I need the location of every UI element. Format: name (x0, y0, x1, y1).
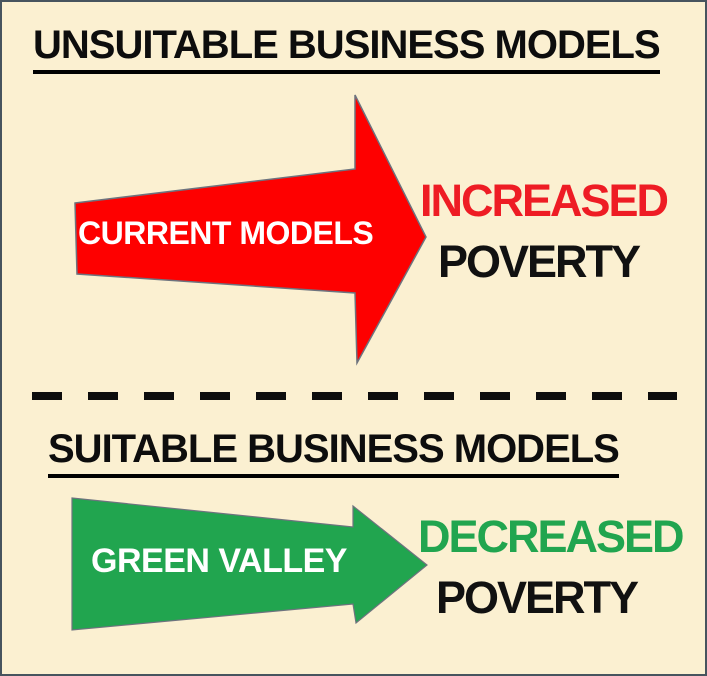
suitable-models-heading: SUITABLE BUSINESS MODELS (48, 426, 620, 478)
unsuitable-models-heading: UNSUITABLE BUSINESS MODELS (33, 22, 661, 74)
decreased-poverty-text: DECREASED POVERTY (418, 506, 685, 628)
poverty-label-bottom: POVERTY (436, 572, 639, 623)
poverty-label-top: POVERTY (438, 236, 641, 287)
decreased-label: DECREASED (418, 511, 685, 562)
increased-label: INCREASED (420, 175, 669, 226)
current-models-arrow-shape (74, 94, 427, 366)
green-valley-arrow-label: GREEN VALLEY (91, 542, 347, 580)
increased-poverty-text: INCREASED POVERTY (420, 170, 669, 292)
green-valley-arrow-shape (71, 497, 428, 631)
current-models-arrow-label: CURRENT MODELS (78, 215, 374, 251)
